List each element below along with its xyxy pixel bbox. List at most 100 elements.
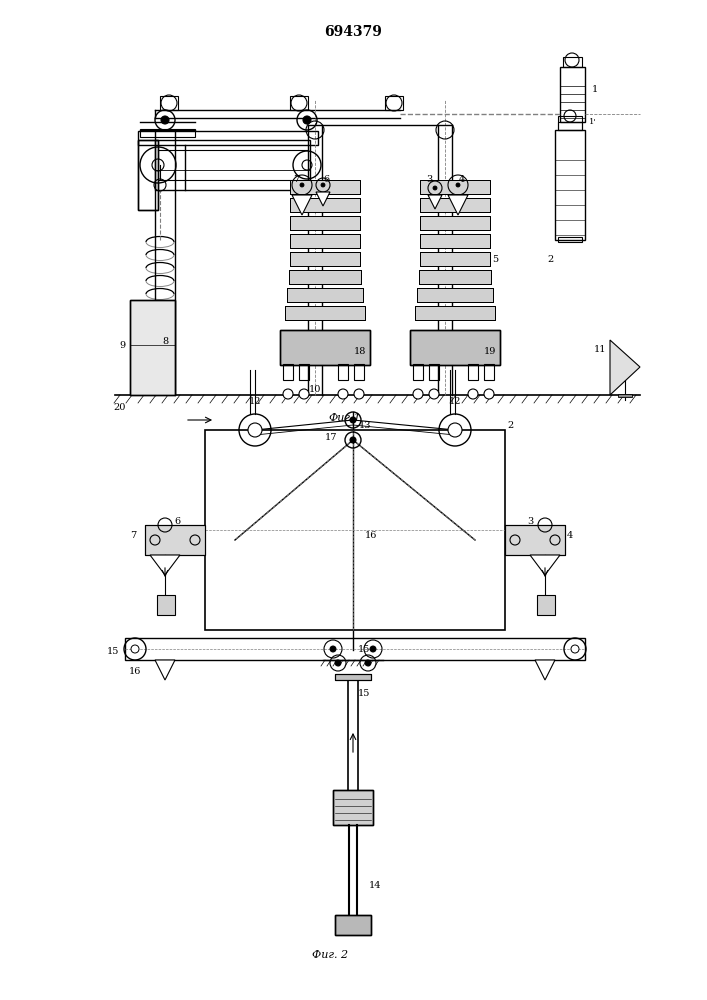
Circle shape (300, 183, 304, 187)
Circle shape (433, 186, 437, 190)
Bar (290, 306, 360, 320)
Circle shape (571, 645, 579, 653)
Bar (283, 364, 293, 380)
Text: 16: 16 (365, 530, 378, 540)
Polygon shape (610, 340, 640, 395)
Bar (419, 270, 491, 284)
Circle shape (283, 389, 293, 399)
Bar (335, 915, 371, 935)
Bar (419, 270, 491, 284)
Bar (420, 306, 490, 320)
Bar (290, 252, 360, 266)
Text: 4: 4 (459, 176, 465, 184)
Bar (555, 130, 585, 240)
Bar (333, 790, 373, 825)
Text: 7: 7 (293, 176, 299, 184)
Bar (558, 116, 582, 130)
Bar (420, 306, 490, 320)
Text: 10: 10 (309, 385, 321, 394)
Text: 19: 19 (484, 348, 496, 357)
Bar (125, 638, 585, 660)
Text: 1': 1' (589, 118, 597, 126)
Text: 15: 15 (358, 688, 370, 698)
Text: 15: 15 (107, 648, 119, 656)
Bar (420, 252, 490, 266)
Bar (285, 306, 365, 320)
Bar (560, 67, 585, 122)
Bar (420, 180, 490, 194)
Bar (280, 330, 370, 365)
Bar (335, 674, 371, 680)
Bar (420, 234, 490, 248)
Bar (420, 288, 490, 302)
Text: 2: 2 (507, 420, 513, 430)
Bar (338, 364, 348, 380)
Circle shape (303, 116, 311, 124)
Text: 3: 3 (527, 518, 533, 526)
Bar (410, 330, 500, 365)
Bar (420, 216, 490, 230)
Bar (138, 140, 158, 210)
Polygon shape (155, 660, 175, 680)
Polygon shape (448, 195, 468, 215)
Circle shape (248, 423, 262, 437)
Text: 8: 8 (162, 338, 168, 347)
Polygon shape (530, 555, 560, 575)
Polygon shape (428, 195, 442, 209)
Bar (289, 270, 361, 284)
Bar (420, 180, 490, 194)
Bar (415, 306, 495, 320)
Text: 7: 7 (130, 530, 136, 540)
Bar (290, 252, 360, 266)
Bar (290, 288, 360, 302)
Bar (155, 140, 310, 190)
Bar (417, 288, 493, 302)
Text: 694379: 694379 (324, 25, 382, 39)
Bar (285, 306, 365, 320)
Bar (138, 140, 158, 210)
Bar (290, 198, 360, 212)
Bar (420, 216, 490, 230)
Bar (299, 364, 309, 380)
Bar (290, 180, 360, 194)
Bar (287, 288, 363, 302)
Bar (290, 288, 360, 302)
Text: 5: 5 (492, 255, 498, 264)
Bar (537, 595, 555, 615)
Circle shape (354, 389, 364, 399)
Bar (618, 394, 632, 397)
Bar (333, 790, 373, 825)
Circle shape (429, 389, 439, 399)
Text: 14: 14 (369, 880, 381, 890)
Text: 2: 2 (547, 255, 553, 264)
Bar (145, 525, 205, 555)
Bar (290, 180, 360, 194)
Bar (205, 430, 505, 630)
Bar (290, 270, 360, 284)
Text: Фиг. 2: Фиг. 2 (312, 950, 348, 960)
Polygon shape (150, 555, 180, 575)
Text: 16: 16 (129, 668, 141, 676)
Bar (290, 198, 360, 212)
Bar (130, 300, 175, 395)
Circle shape (484, 389, 494, 399)
Circle shape (321, 183, 325, 187)
Text: 1: 1 (592, 86, 598, 95)
Circle shape (370, 646, 376, 652)
Bar (335, 674, 371, 680)
Bar (420, 270, 490, 284)
Text: 12: 12 (249, 397, 262, 406)
Bar (290, 234, 360, 248)
Bar (413, 364, 423, 380)
Circle shape (161, 116, 169, 124)
Circle shape (468, 389, 478, 399)
Bar (558, 237, 582, 242)
Text: 18: 18 (354, 348, 366, 357)
Circle shape (330, 646, 336, 652)
Circle shape (299, 389, 309, 399)
Bar (563, 57, 582, 67)
Bar (429, 364, 439, 380)
Bar (140, 129, 195, 137)
Circle shape (350, 437, 356, 443)
Bar (484, 364, 494, 380)
